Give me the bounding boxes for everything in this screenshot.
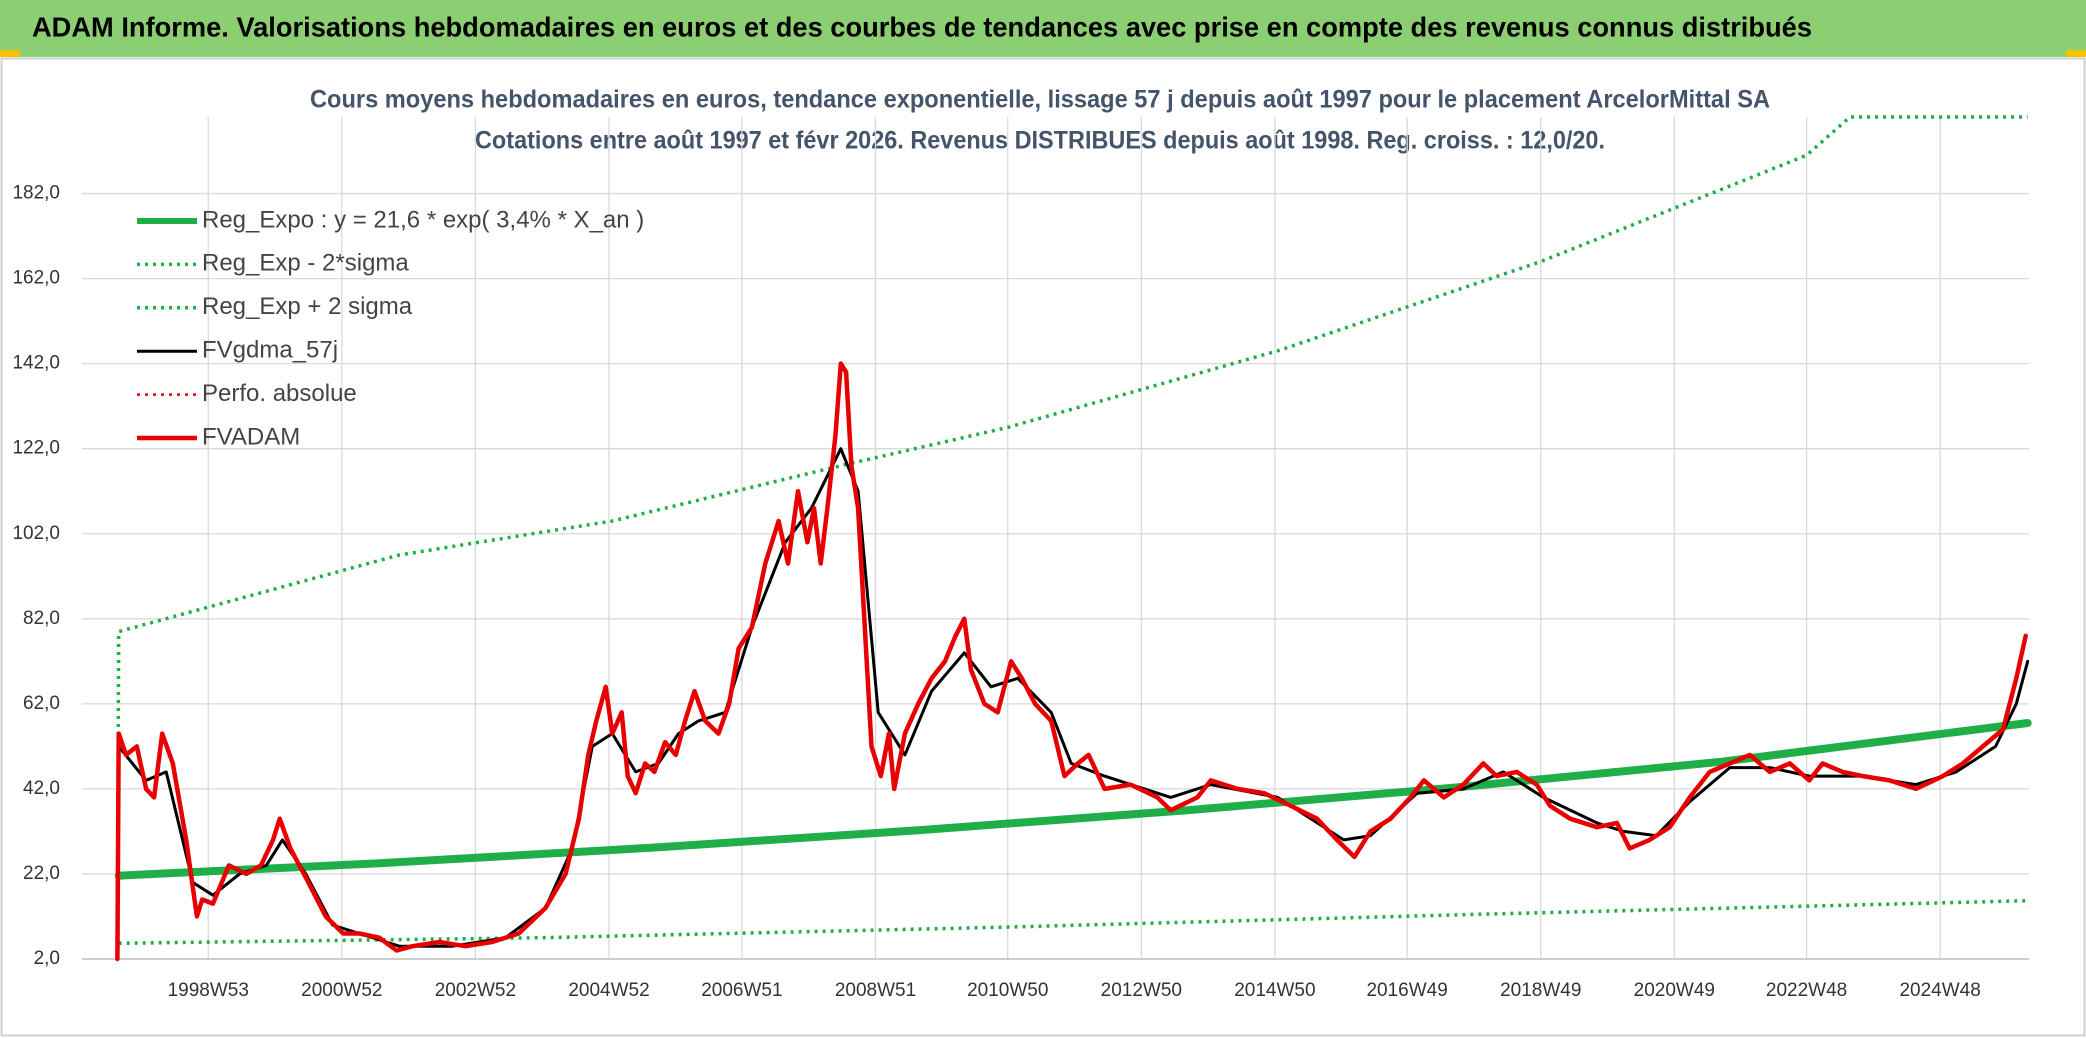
x-tick-label: 2012W50 [1101,980,1182,1001]
y-tick-label: 142,0 [12,353,60,374]
y-tick-label: 62,0 [23,693,60,714]
x-tick-label: 2020W49 [1634,980,1715,1001]
corner-mark [2066,50,2086,57]
y-tick-label: 102,0 [12,523,60,544]
legend-label: Reg_Exp - 2*sigma [202,250,409,277]
x-tick-label: 2014W50 [1234,980,1315,1001]
y-tick-label: 162,0 [12,268,60,289]
frame [0,57,2086,1037]
legend-label: FVgdma_57j [202,337,338,364]
x-tick-label: 2006W51 [701,980,782,1001]
series-line [114,719,2032,880]
x-tick-label: 2008W51 [835,980,916,1001]
banner-bar [0,0,2086,57]
series-line [118,898,2028,946]
legend-label: Perfo. absolue [202,380,357,407]
x-tick-label: 2024W48 [1899,980,1980,1001]
series-line [115,361,2028,962]
x-tick-label: 2018W49 [1500,980,1581,1001]
x-tick-label: 1998W53 [168,980,249,1001]
y-tick-label: 182,0 [12,183,60,204]
corner-mark [0,50,20,57]
x-tick-label: 2016W49 [1366,980,1447,1001]
y-tick-label: 2,0 [34,948,60,969]
chart-subtitle: Cotations entre août 1997 et févr 2026. … [475,127,1605,155]
x-tick-label: 2002W52 [435,980,516,1001]
chart-title: Cours moyens hebdomadaires en euros, ten… [310,86,1770,114]
legend-label: Reg_Expo : y = 21,6 * exp( 3,4% * X_an ) [202,206,644,233]
y-tick-label: 22,0 [23,863,60,884]
y-tick-label: 82,0 [23,608,60,629]
x-tick-label: 2004W52 [568,980,649,1001]
y-tick-label: 42,0 [23,778,60,799]
x-tick-label: 2010W50 [967,980,1048,1001]
legend-label: Reg_Exp + 2 sigma [202,293,413,320]
series-line [115,115,2028,960]
x-tick-label: 2022W48 [1766,980,1847,1001]
x-tick-label: 2000W52 [301,980,382,1001]
legend-label: FVADAM [202,423,300,450]
y-tick-label: 122,0 [12,438,60,459]
banner-title: ADAM Informe. Valorisations hebdomadaire… [32,11,1812,42]
